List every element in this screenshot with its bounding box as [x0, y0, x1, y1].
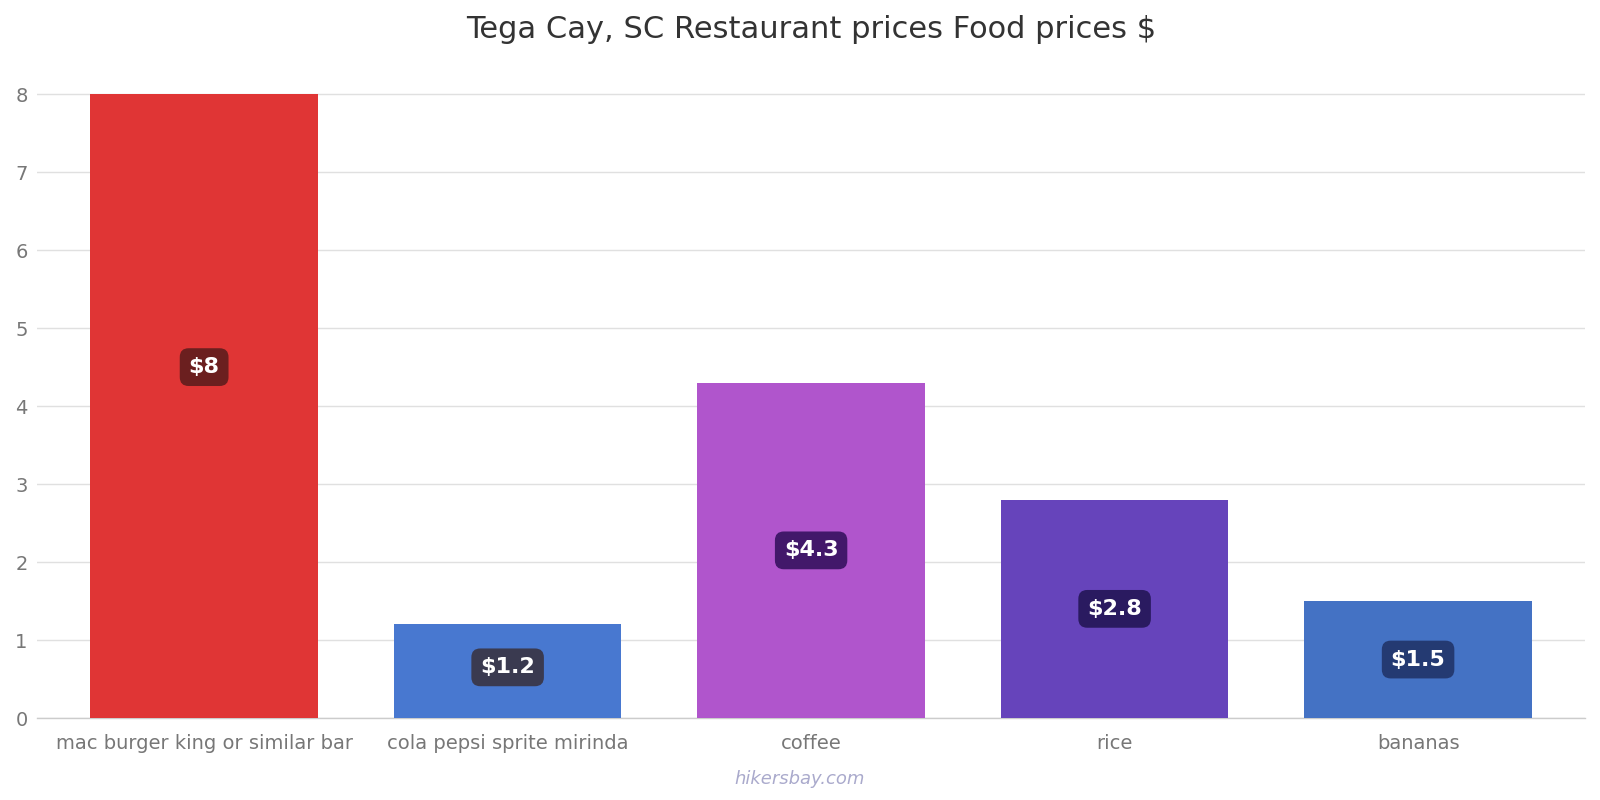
Text: $4.3: $4.3	[784, 540, 838, 560]
Text: $1.5: $1.5	[1390, 650, 1445, 670]
Text: $8: $8	[189, 357, 219, 377]
Bar	[90, 94, 318, 718]
Text: $1.2: $1.2	[480, 658, 534, 678]
Bar	[1304, 601, 1531, 718]
Text: hikersbay.com: hikersbay.com	[734, 770, 866, 788]
Bar	[1000, 500, 1229, 718]
Bar	[394, 625, 621, 718]
Text: $2.8: $2.8	[1088, 599, 1142, 619]
Title: Tega Cay, SC Restaurant prices Food prices $: Tega Cay, SC Restaurant prices Food pric…	[466, 15, 1157, 44]
Bar	[698, 382, 925, 718]
